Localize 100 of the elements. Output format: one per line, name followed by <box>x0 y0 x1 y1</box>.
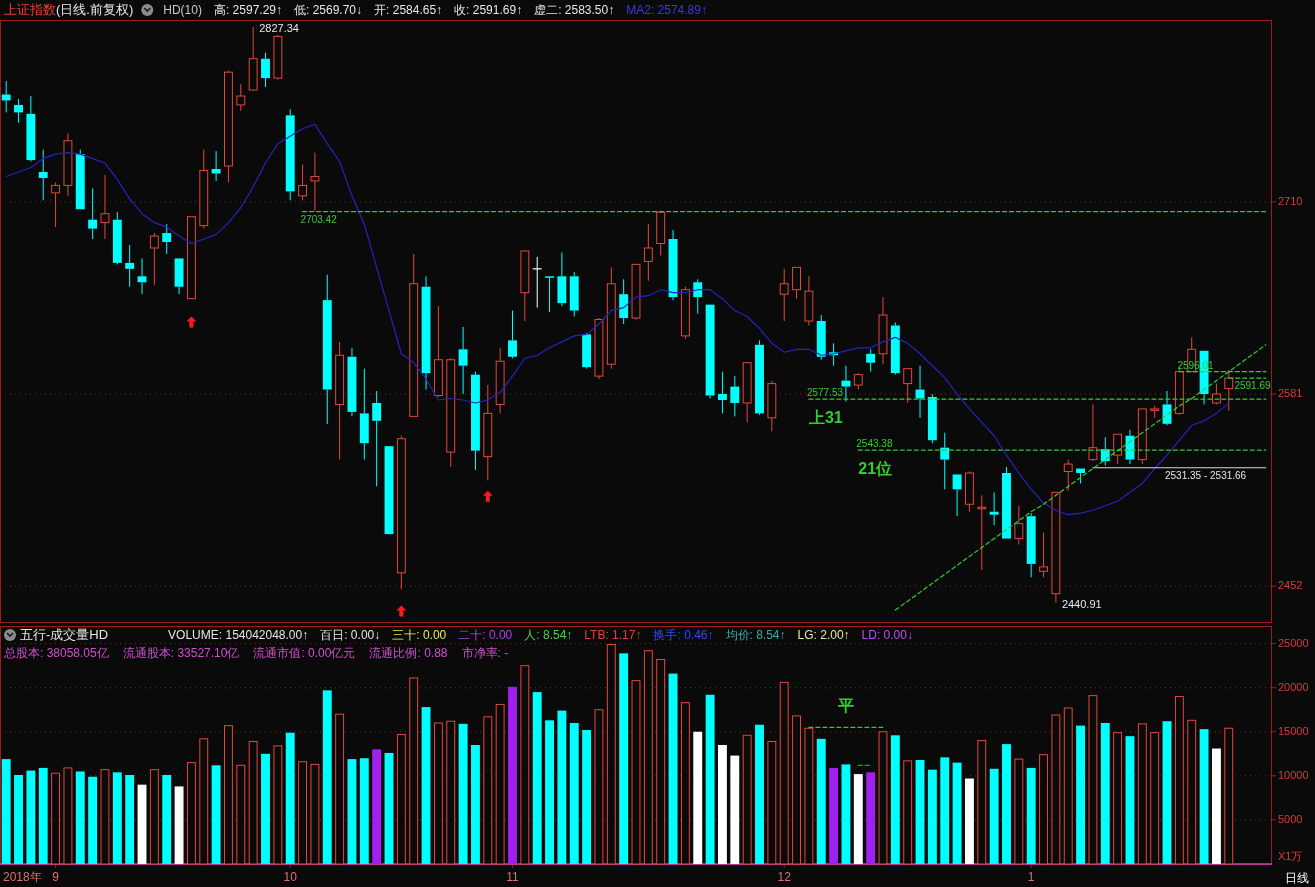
bar <box>384 752 394 864</box>
bar <box>1162 721 1172 864</box>
bar <box>594 709 604 865</box>
bar <box>236 764 246 865</box>
bar <box>977 740 987 865</box>
x-tick-label: 9 <box>52 870 60 884</box>
bar <box>248 740 258 865</box>
bar <box>149 769 159 865</box>
bar <box>569 722 579 864</box>
annotation: 流通股本: 33527.10亿 <box>122 646 240 660</box>
bar <box>224 725 233 865</box>
bar <box>705 694 715 864</box>
bar <box>446 720 456 865</box>
bar <box>174 786 184 864</box>
x-tick-label: 1 <box>1027 870 1035 884</box>
bar <box>606 644 616 865</box>
bar <box>1088 695 1098 865</box>
annotation: 2440.91 <box>1061 597 1102 610</box>
bar <box>508 686 517 864</box>
bar <box>285 732 295 864</box>
bar <box>100 769 110 865</box>
y-tick-label: 2710 <box>1278 194 1303 207</box>
bar <box>816 738 826 864</box>
annotation: VOLUME: 154042048.00↑ <box>168 628 309 642</box>
x-tick-label: 11 <box>506 870 520 884</box>
y-tick-label: 2452 <box>1278 579 1303 592</box>
annotation: 二十: 0.00 <box>458 628 513 642</box>
bar <box>88 776 98 864</box>
annotation: 人: 8.54↑ <box>524 628 573 642</box>
bar <box>211 765 221 864</box>
series-label: 平 <box>836 697 854 715</box>
bar <box>458 723 468 864</box>
bar <box>631 680 641 865</box>
data-label: 2577.53 <box>806 387 844 399</box>
bar <box>112 772 122 864</box>
annotation: 流通比例: 0.88 <box>369 646 448 660</box>
bar <box>273 745 283 865</box>
bar <box>755 724 764 864</box>
bar <box>1150 732 1160 865</box>
bar <box>1174 696 1184 865</box>
bar <box>1224 727 1234 865</box>
bar <box>520 665 530 865</box>
bar <box>643 650 653 865</box>
bar <box>1014 758 1024 865</box>
bar <box>853 774 863 864</box>
bar <box>767 740 777 865</box>
annotation: 三十: 0.00 <box>392 628 447 642</box>
bar <box>693 731 703 864</box>
bar <box>952 762 962 864</box>
data-label: 2591.69 <box>1234 380 1271 392</box>
bar <box>927 769 937 864</box>
y-tick-label: 2581 <box>1278 386 1303 399</box>
y-tick-label: 15000 <box>1278 724 1309 737</box>
bar <box>51 772 61 865</box>
bar <box>730 755 740 864</box>
bar <box>125 774 135 864</box>
bar <box>656 659 666 865</box>
bar <box>495 703 505 865</box>
bar <box>199 738 209 865</box>
bar <box>680 702 690 865</box>
bar <box>989 768 999 864</box>
bar <box>38 767 48 864</box>
bar <box>137 784 147 864</box>
text: MA2: 2574.89↑ <box>626 3 707 17</box>
point <box>186 316 197 328</box>
text: 虚二: 2583.50↑ <box>534 3 615 17</box>
bar <box>545 720 554 864</box>
bar <box>1063 707 1073 865</box>
bar <box>1125 736 1135 864</box>
y-tick-label: 5000 <box>1278 812 1303 825</box>
bar <box>668 673 678 864</box>
bar <box>779 681 789 865</box>
bar <box>335 713 345 865</box>
bar <box>433 722 443 865</box>
bar <box>26 770 36 864</box>
annotation: 流通市值: 0.00亿元 <box>253 646 356 660</box>
text: 开: 2584.65↑ <box>374 3 443 17</box>
bar <box>75 771 85 864</box>
bar <box>471 745 480 864</box>
bar <box>903 760 913 865</box>
series-label: 21位 <box>858 460 893 478</box>
x-tick-label: 12 <box>777 870 792 884</box>
bar <box>1026 767 1036 864</box>
annotation: 总股本: 38058.05亿 <box>3 646 109 660</box>
y-axis-title: X1万 <box>1278 850 1303 862</box>
series-label: 上31 <box>807 409 843 427</box>
bar <box>14 774 23 864</box>
bar <box>409 677 419 865</box>
bar <box>532 692 542 864</box>
bar <box>421 707 431 864</box>
bar <box>396 733 406 865</box>
chart-title: 上证指数(日线.前复权) <box>4 2 134 17</box>
bar <box>940 757 950 864</box>
annotation: LD: 0.00↓ <box>861 628 913 642</box>
bar <box>866 772 876 864</box>
bar <box>261 753 270 864</box>
y-tick-label: 20000 <box>1278 680 1309 693</box>
bar <box>1076 725 1086 864</box>
annotation: 2531.35 - 2531.66 <box>1165 469 1247 481</box>
annotation: 2827.34 <box>259 21 299 34</box>
